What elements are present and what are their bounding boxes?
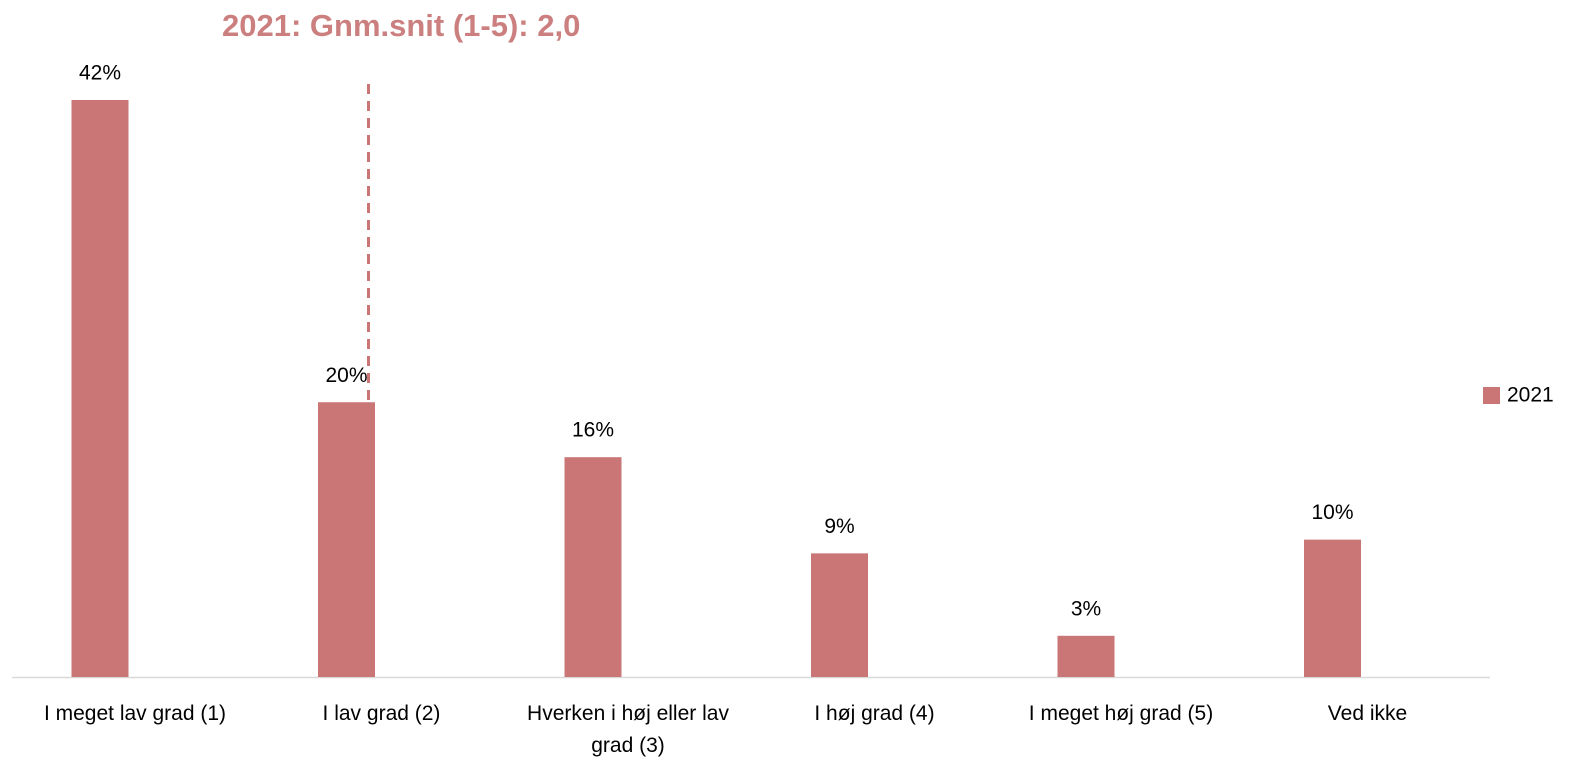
x-tick-label: I høj grad (4) bbox=[814, 702, 935, 725]
x-tick-label: I meget høj grad (5) bbox=[1028, 702, 1214, 725]
x-tick-label: I lav grad (2) bbox=[322, 702, 441, 725]
legend-swatch bbox=[1483, 387, 1500, 404]
bar bbox=[811, 553, 868, 677]
legend-label: 2021 bbox=[1507, 384, 1554, 407]
bar bbox=[318, 402, 375, 677]
data-label: 10% bbox=[1311, 501, 1353, 524]
data-label: 3% bbox=[1071, 597, 1101, 620]
x-tick-label: Hverken i høj eller lav grad (3) bbox=[527, 702, 729, 757]
chart-title: 2021: Gnm.snit (1-5): 2,0 bbox=[222, 8, 580, 43]
data-label: 42% bbox=[79, 62, 121, 85]
bar bbox=[1057, 635, 1115, 677]
bar bbox=[1304, 539, 1361, 677]
data-label: 16% bbox=[572, 419, 614, 442]
bar bbox=[564, 457, 622, 677]
x-tick-label: Ved ikke bbox=[1327, 702, 1408, 725]
data-label: 20% bbox=[325, 364, 367, 387]
x-tick-label: I meget lav grad (1) bbox=[43, 702, 227, 725]
bar bbox=[71, 100, 129, 677]
data-label: 9% bbox=[824, 515, 854, 538]
